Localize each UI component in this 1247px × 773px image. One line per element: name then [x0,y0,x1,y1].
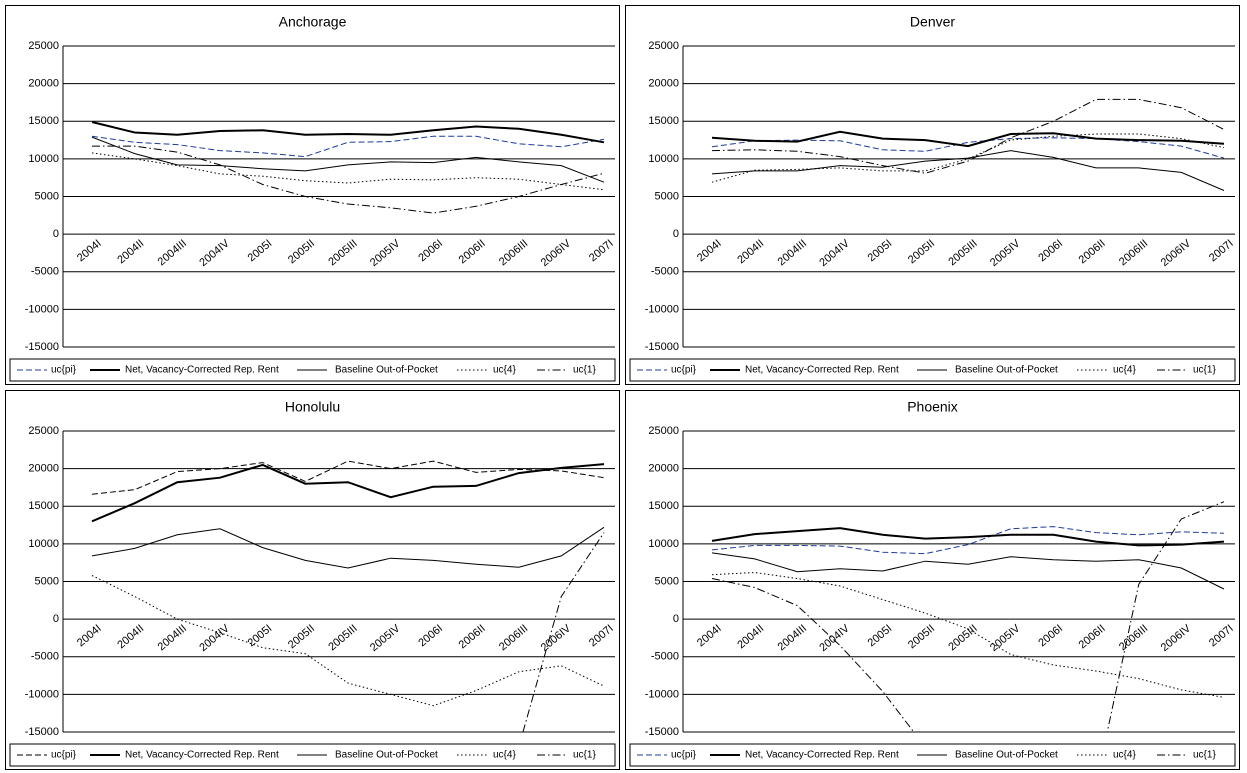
chart-panel: Anchorage -15000 -10000 -5000 0 5000 10000 1500… [5,5,620,385]
y-tick-label: 5000 [35,190,59,202]
chart-panel: Honolulu -15000 -10000 -5000 0 5000 10000 15000… [5,390,620,770]
series-line [91,526,605,569]
panel-border [5,390,620,770]
y-tick-label: 15000 [28,500,59,512]
legend-label: uc{4} [1113,365,1136,376]
series-line [711,98,1225,174]
series-line [91,463,605,523]
y-tick-label: 0 [673,613,679,625]
legend-label: uc{pi} [51,750,77,761]
series-line [711,501,1225,732]
chart-title: Phoenix [907,399,958,415]
y-tick-label: 20000 [648,463,679,475]
y-tick-label: 25000 [648,40,679,52]
y-tick-label: 10000 [28,538,59,550]
y-tick-label: 20000 [28,78,59,90]
y-tick-label: -5000 [31,266,59,278]
y-tick-label: -5000 [651,651,679,663]
legend-label: uc{pi} [671,365,697,376]
series-line [91,575,605,707]
series-line [711,130,1225,148]
series-line [92,145,605,214]
legend-label: Net, Vacancy-Corrected Rep. Rent [745,750,899,761]
chart-panel: Phoenix -15000 -10000 -5000 0 5000 10000 15000 2… [625,390,1240,770]
chart-title: Anchorage [279,14,347,30]
series-line [711,552,1225,590]
y-tick-label: 25000 [28,40,59,52]
legend-label: Net, Vacancy-Corrected Rep. Rent [125,750,279,761]
legend-label: uc{4} [493,750,516,761]
series-line [91,136,605,183]
series-line [91,152,605,191]
y-tick-label: 5000 [655,575,679,587]
legend-label: Baseline Out-of-Pocket [955,365,1058,376]
y-tick-label: 25000 [648,425,679,437]
y-tick-label: 10000 [28,153,59,165]
legend-label: Net, Vacancy-Corrected Rep. Rent [125,365,279,376]
series-line [522,532,605,732]
y-tick-label: 20000 [28,463,59,475]
y-tick-label: -15000 [645,341,679,353]
legend-label: uc{1} [1193,750,1216,761]
chart-title: Denver [910,14,955,30]
y-tick-label: 5000 [655,190,679,202]
legend-label: Baseline Out-of-Pocket [955,750,1058,761]
chart-title: Honolulu [285,399,340,415]
legend-label: uc{1} [573,365,596,376]
y-tick-label: -10000 [645,303,679,315]
series-line [91,135,605,158]
y-tick-label: -10000 [25,303,59,315]
series-line [711,527,1225,547]
legend-label: uc{1} [1193,365,1216,376]
legend-label: uc{4} [1113,750,1136,761]
y-tick-label: -15000 [25,341,59,353]
y-tick-label: 0 [673,228,679,240]
panel-border [625,390,1240,770]
series-line [711,571,1225,698]
legend-label: uc{4} [493,365,516,376]
panel-border [5,5,620,385]
chart-panel: Denver -15000 -10000 -5000 0 5000 10000 15000 20… [625,5,1240,385]
series-line [91,460,605,495]
panel-border [625,5,1240,385]
y-tick-label: -15000 [25,726,59,738]
y-tick-label: 5000 [35,575,59,587]
legend-label: uc{pi} [51,365,77,376]
y-tick-label: 20000 [648,78,679,90]
legend-label: Baseline Out-of-Pocket [335,365,438,376]
y-tick-label: 15000 [648,500,679,512]
legend-label: uc{1} [573,750,596,761]
y-tick-label: 0 [53,228,59,240]
y-tick-label: -5000 [651,266,679,278]
y-tick-label: 10000 [648,153,679,165]
y-tick-label: 25000 [28,425,59,437]
legend-label: Net, Vacancy-Corrected Rep. Rent [745,365,899,376]
legend-label: Baseline Out-of-Pocket [335,750,438,761]
y-tick-label: -10000 [645,688,679,700]
series-line [711,137,1225,159]
series-line [711,150,1225,191]
y-tick-label: -5000 [31,651,59,663]
y-tick-label: 15000 [28,115,59,127]
legend-label: uc{pi} [671,750,697,761]
y-tick-label: 0 [53,613,59,625]
y-tick-label: 10000 [648,538,679,550]
y-tick-label: -15000 [645,726,679,738]
y-tick-label: -10000 [25,688,59,700]
y-tick-label: 15000 [648,115,679,127]
series-line [711,526,1225,555]
series-line [91,121,605,144]
